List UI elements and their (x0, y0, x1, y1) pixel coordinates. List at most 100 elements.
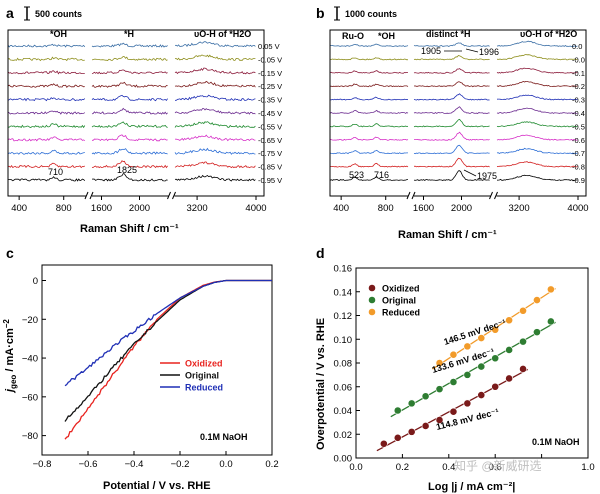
spectrum-b-7-seg0 (329, 136, 409, 141)
potential-label-b-10: -0.9 (572, 176, 585, 185)
spectrum-a-5-seg0 (7, 110, 86, 115)
panel-d-legend: Oxidized Original Reduced (368, 284, 420, 318)
potential-label-b-4: -0.3 (572, 96, 585, 105)
spectrum-b-6-seg0 (329, 123, 409, 128)
spectrum-b-6-seg1 (413, 118, 490, 128)
spectrum-b-4-seg2 (496, 94, 578, 101)
c-xtick-label-3: −0.2 (171, 459, 190, 470)
panel-b-spectra (329, 40, 578, 182)
spectrum-a-1-seg1 (91, 55, 168, 61)
point-oxidized-5 (449, 407, 458, 416)
point-oxidized-2 (407, 427, 416, 436)
c-ytick-label-0: 0 (33, 276, 38, 287)
panel-d-axes: 0.0 0.2 0.4 0.6 1.0 0.00 0.02 0.04 0.06 0.08 0.10 0… (334, 264, 595, 474)
spectrum-b-3-seg0 (330, 83, 409, 88)
panel-a-peak-oh: *OH (50, 29, 67, 39)
break-b-1a (489, 191, 493, 200)
d-ytick-label-7: 0.14 (334, 287, 353, 298)
panel-b-peak-oh-water: υO-H of *H2O (520, 29, 577, 39)
d-ytick-label-3: 0.06 (334, 382, 353, 393)
break-a-1a (167, 191, 171, 200)
spectrum-a-6-seg0 (7, 123, 86, 129)
c-xtick-label-5: 0.2 (265, 459, 278, 470)
spectrum-b-10-seg2 (496, 174, 578, 181)
tick-label-b-4: 3200 (509, 203, 530, 214)
spectrum-b-8-seg0 (329, 149, 408, 155)
point-reduced-7 (533, 296, 541, 304)
panel-b-label: b (316, 5, 325, 21)
panel-c-ylabel: jgeo / mA·cm−2 (2, 319, 18, 394)
spectrum-b-0-seg2 (496, 40, 578, 47)
point-original-9 (519, 337, 527, 346)
tick-label-b-3: 2000 (451, 203, 472, 214)
spectrum-a-4-seg2 (174, 94, 256, 102)
panel-a-frame (7, 29, 265, 197)
point-oxidized-1 (393, 433, 402, 442)
spectrum-a-8-seg0 (7, 149, 85, 155)
tick-label-b-5: 4000 (567, 203, 588, 214)
legend-d-oxidized: Oxidized (382, 284, 420, 294)
spectrum-a-6-seg1 (91, 121, 168, 128)
panel-b-potential-labels: 0.0 -0.0 -0.1 -0.2 -0.3 -0.4 -0.5 -0.6 -0.7 -0.8 -… (572, 42, 585, 185)
point-oxidized-0 (379, 439, 388, 448)
spectrum-b-9-seg2 (496, 161, 578, 168)
panel-d-xlabel: Log |j / mA cm⁻²| (428, 481, 515, 493)
tick-label-b-2: 1600 (413, 203, 434, 214)
spectrum-b-1-seg0 (329, 57, 409, 61)
d-ytick-label-0: 0.00 (334, 454, 353, 465)
c-xtick-label-1: −0.6 (79, 459, 98, 470)
spectrum-b-9-seg0 (329, 162, 409, 168)
point-original-1 (407, 399, 416, 408)
spectrum-a-9-seg2 (174, 161, 256, 169)
spectrum-a-4-seg1 (91, 94, 168, 102)
potential-label-b-0: 0.0 (572, 42, 582, 51)
spectrum-a-10-seg1 (91, 173, 168, 182)
spectrum-a-2-seg2 (174, 67, 256, 75)
tick-label-a-1: 800 (56, 203, 72, 214)
spectrum-b-9-seg1 (413, 157, 490, 168)
tick-label-a-0: 400 (11, 203, 27, 214)
legend-original-marker (368, 296, 376, 304)
spectrum-a-3-seg0 (7, 83, 85, 88)
point-reduced-6 (519, 306, 527, 315)
legend-d-reduced: Reduced (382, 308, 420, 318)
panel-d-label: d (316, 245, 325, 261)
spectrum-a-5-seg1 (91, 107, 168, 115)
spectrum-b-10-seg1 (413, 170, 490, 182)
c-ytick-label-2: −40 (22, 354, 38, 365)
panel-b: b 1000 counts Ru-O *OH distinct *H υO-H … (316, 5, 589, 241)
spectrum-b-5-seg1 (413, 106, 490, 115)
tick-label-a-2: 1600 (91, 203, 112, 214)
potential-label-a-6: -0.55 V (258, 122, 282, 131)
break-mask-b-1 (490, 193, 497, 199)
break-b-0a (406, 191, 411, 200)
spectrum-b-0-seg0 (330, 43, 409, 47)
potential-label-b-1: -0.0 (572, 55, 585, 64)
d-xtick-label-0: 0.0 (349, 462, 362, 473)
panel-a-peak-h: *H (124, 29, 134, 39)
potential-label-a-7: -0.65 V (258, 136, 282, 145)
panel-d-electrolyte: 0.1M NaOH (532, 437, 580, 447)
panel-a-label: a (6, 5, 14, 21)
spectrum-b-8-seg1 (413, 144, 490, 155)
point-reduced-1 (449, 350, 458, 359)
potential-label-a-3: -0.25 V (258, 82, 282, 91)
legend-original: Original (185, 371, 219, 381)
spectrum-a-3-seg1 (91, 81, 168, 88)
legend-oxidized-marker (368, 284, 376, 292)
panel-b-x-axis: 400 800 1600 2000 3200 4000 (333, 191, 589, 214)
spectrum-b-7-seg2 (496, 134, 578, 141)
panel-c: c −0.8 −0.6 −0.4 −0.2 0.0 0.2 0 −20 −40 −60 −80 Ox… (2, 245, 279, 492)
spectrum-a-5-seg2 (174, 108, 256, 115)
panel-b-xlabel: Raman Shift / cm⁻¹ (398, 229, 497, 241)
spectrum-a-4-seg0 (7, 97, 86, 102)
potential-label-b-9: -0.8 (572, 163, 585, 172)
potential-label-b-7: -0.6 (572, 136, 585, 145)
d-xtick-label-3: 0.6 (489, 462, 502, 473)
spectrum-b-4-seg0 (329, 96, 409, 101)
spectrum-b-2-seg1 (413, 68, 490, 74)
spectrum-b-6-seg2 (496, 121, 578, 128)
point-original-11 (546, 317, 555, 326)
panel-a-xlabel: Raman Shift / cm⁻¹ (80, 223, 179, 235)
